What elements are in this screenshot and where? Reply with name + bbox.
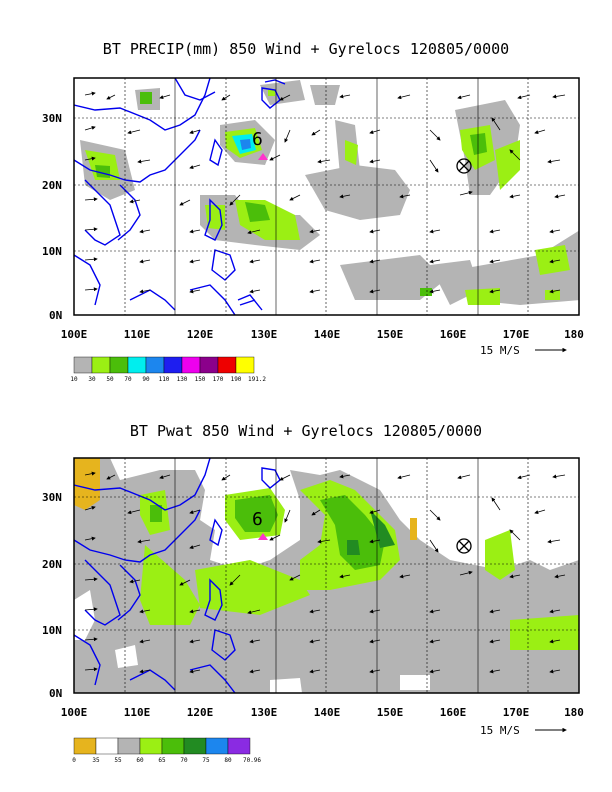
xtick-label: 110E (124, 328, 151, 341)
xtick-label: 140E (314, 706, 341, 719)
legend-swatch (199, 356, 219, 374)
legend-label: 191.2 (248, 376, 266, 383)
xtick-label: 150E (377, 706, 404, 719)
legend-label: 30 (88, 376, 96, 383)
panel1-precip-shading (80, 80, 579, 305)
legend-swatch (227, 737, 251, 755)
legend-swatch (139, 737, 163, 755)
xtick-label: 160E (440, 328, 467, 341)
panel2-gridlines-solid (174, 458, 479, 693)
legend-swatch (91, 356, 111, 374)
legend-swatch (183, 737, 207, 755)
ytick-label: 10N (42, 245, 62, 258)
panel2-frame (73, 457, 580, 694)
panel1-vector-reference: 15 M/S (480, 344, 567, 357)
xtick-label: 100E (61, 328, 88, 341)
legend-label: 70 (180, 757, 188, 764)
xtick-label: 150E (377, 328, 404, 341)
legend-label: 70 (124, 376, 132, 383)
legend-label: 75 (202, 757, 210, 764)
legend-swatch (117, 737, 141, 755)
legend-label: 65 (158, 757, 166, 764)
legend-swatch (217, 356, 237, 374)
panel2-legend: 0 35 55 60 65 70 75 80 70.96 (72, 737, 261, 764)
legend-label: 35 (92, 757, 100, 764)
ytick-label: 30N (42, 112, 62, 125)
xtick-label: 120E (187, 328, 214, 341)
xtick-label: 160E (440, 706, 467, 719)
legend-swatch (109, 356, 129, 374)
legend-swatch (163, 356, 183, 374)
panel2-map: 6 30N 20N 10N 0N 100E 110E 120E 130E 140… (42, 457, 584, 764)
ytick-label: 30N (42, 491, 62, 504)
panel2-markers: 6 (252, 509, 472, 554)
legend-swatch (181, 356, 201, 374)
panel2-coastlines (74, 458, 281, 693)
panel1-xtick-labels: 100E 110E 120E 130E 140E 150E 160E 170E … (61, 328, 584, 341)
ytick-label: 0N (49, 687, 62, 700)
legend-label: 10 (70, 376, 78, 383)
legend-swatch (145, 356, 165, 374)
panel2-vector-reference: 15 M/S (480, 724, 567, 737)
xtick-label: 120E (187, 706, 214, 719)
xtick-label: 170E (503, 706, 530, 719)
storm-symbol-icon: 6 (252, 509, 263, 530)
xtick-label: 170E (503, 328, 530, 341)
legend-label: 130 (177, 376, 188, 383)
legend-label: 60 (136, 757, 144, 764)
panel1-title: BT PRECIP(mm) 850 Wind + Gyrelocs 120805… (102, 40, 510, 58)
panel1-markers: 6 (252, 129, 472, 174)
gyre-center-icon (456, 538, 472, 554)
xtick-label: 130E (251, 706, 278, 719)
legend-swatch (161, 737, 185, 755)
panel1-gridlines-solid (174, 78, 479, 315)
legend-label: 80 (224, 757, 232, 764)
xtick-label: 130E (251, 328, 278, 341)
triangle-marker-icon (258, 153, 268, 160)
legend-label: 110 (159, 376, 170, 383)
panel2-title: BT Pwat 850 Wind + Gyrelocs 120805/0000 (129, 422, 483, 440)
panel2-wind-vectors (84, 471, 566, 674)
xtick-label: 180 (564, 328, 584, 341)
panel1-map: 6 30N 20N 10N 0N 100E 110E 120E 130E 140… (42, 77, 584, 383)
ytick-label: 20N (42, 558, 62, 571)
xtick-label: 180 (564, 706, 584, 719)
legend-swatch (73, 356, 93, 374)
vector-ref-label: 15 M/S (480, 724, 520, 737)
panel2-gridlines (74, 458, 579, 693)
ytick-label: 10N (42, 624, 62, 637)
panel1-legend: 10 30 50 70 90 110 130 150 170 190 191.2 (70, 356, 266, 383)
legend-swatch (205, 737, 229, 755)
storm-symbol-icon: 6 (252, 129, 263, 150)
vector-ref-label: 15 M/S (480, 344, 520, 357)
xtick-label: 140E (314, 328, 341, 341)
legend-label: 70.96 (243, 757, 261, 764)
legend-label: 55 (114, 757, 122, 764)
panel2-pwat-shading (74, 458, 579, 693)
panel2-ytick-labels: 30N 20N 10N 0N (42, 491, 62, 700)
legend-label: 150 (195, 376, 206, 383)
legend-label: 190 (231, 376, 242, 383)
panel2-xtick-labels: 100E 110E 120E 130E 140E 150E 160E 170E … (61, 706, 584, 719)
xtick-label: 100E (61, 706, 88, 719)
legend-label: 170 (213, 376, 224, 383)
legend-label: 0 (72, 757, 76, 764)
ytick-label: 0N (49, 309, 62, 322)
legend-swatch (235, 356, 255, 374)
legend-label: 50 (106, 376, 114, 383)
legend-swatch (73, 737, 97, 755)
xtick-label: 110E (124, 706, 151, 719)
gyre-center-icon (456, 158, 472, 174)
triangle-marker-icon (258, 533, 268, 540)
panel1-frame (73, 77, 580, 316)
panel1-wind-vectors (84, 91, 566, 294)
ytick-label: 20N (42, 179, 62, 192)
legend-swatch (127, 356, 147, 374)
legend-swatch (95, 737, 119, 755)
legend-label: 90 (142, 376, 150, 383)
panel1-ytick-labels: 30N 20N 10N 0N (42, 112, 62, 322)
panel1-gridlines (74, 78, 579, 315)
panel1-coastlines (74, 78, 286, 315)
